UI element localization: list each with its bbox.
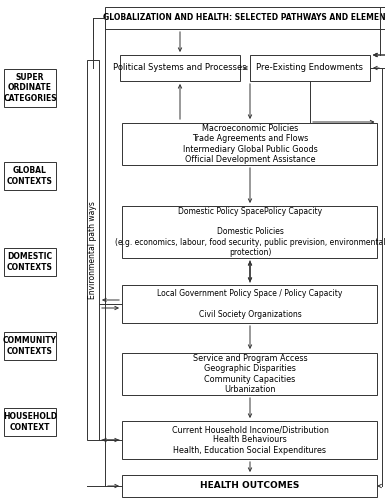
Text: Political Systems and Processes: Political Systems and Processes <box>113 64 247 72</box>
Text: Local Government Policy Space / Policy Capacity

Civil Society Organizations: Local Government Policy Space / Policy C… <box>157 289 343 319</box>
Bar <box>122 123 378 165</box>
Text: Macroeconomic Policies
Trade Agreements and Flows
Intermediary Global Public Goo: Macroeconomic Policies Trade Agreements … <box>182 124 317 164</box>
Bar <box>122 475 378 497</box>
Text: Domestic Policy SpacePolicy Capacity

Domestic Policies
(e.g. economics, labour,: Domestic Policy SpacePolicy Capacity Dom… <box>115 206 385 258</box>
Text: GLOBALIZATION AND HEALTH: SELECTED PATHWAYS AND ELEMENTS: GLOBALIZATION AND HEALTH: SELECTED PATHW… <box>103 14 385 22</box>
Text: HOUSEHOLD
CONTEXT: HOUSEHOLD CONTEXT <box>3 412 57 432</box>
Bar <box>4 332 56 360</box>
Bar <box>4 408 56 436</box>
Bar <box>122 206 378 258</box>
Bar <box>122 353 378 395</box>
Text: DOMESTIC
CONTEXTS: DOMESTIC CONTEXTS <box>7 252 53 272</box>
Bar <box>122 285 378 323</box>
Text: Service and Program Access
Geographic Disparities
Community Capacities
Urbanizat: Service and Program Access Geographic Di… <box>192 354 307 394</box>
Bar <box>120 55 240 81</box>
Text: GLOBAL
CONTEXTS: GLOBAL CONTEXTS <box>7 166 53 186</box>
Bar <box>4 69 56 107</box>
Text: Environmental path ways: Environmental path ways <box>89 201 97 299</box>
Bar <box>105 7 385 29</box>
Text: Pre-Existing Endowments: Pre-Existing Endowments <box>256 64 363 72</box>
Text: COMMUNITY
CONTEXTS: COMMUNITY CONTEXTS <box>3 336 57 355</box>
Text: HEALTH OUTCOMES: HEALTH OUTCOMES <box>200 482 300 490</box>
Text: SUPER
ORDINATE
CATEGORIES: SUPER ORDINATE CATEGORIES <box>3 73 57 103</box>
Bar <box>122 421 378 459</box>
Bar <box>4 248 56 276</box>
Bar <box>87 60 99 440</box>
Text: Current Household Income/Distribution
Health Behaviours
Health, Education Social: Current Household Income/Distribution He… <box>172 425 328 455</box>
Bar <box>4 162 56 190</box>
Bar <box>250 55 370 81</box>
